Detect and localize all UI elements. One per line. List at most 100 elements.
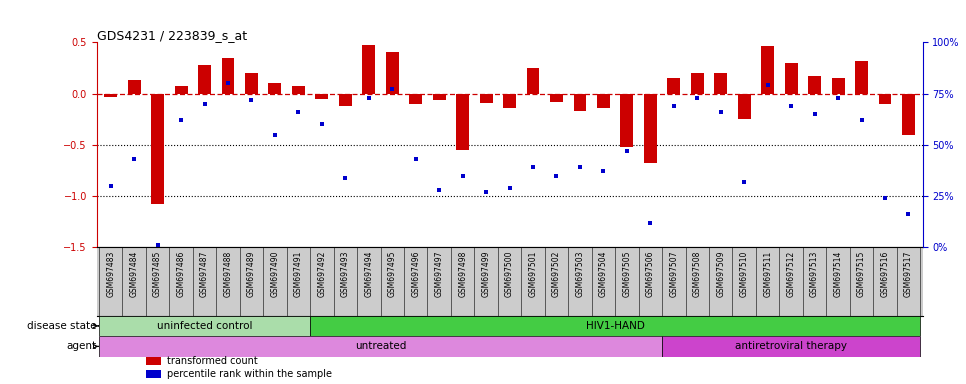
Text: agent: agent <box>66 341 97 351</box>
Text: GDS4231 / 223839_s_at: GDS4231 / 223839_s_at <box>97 29 246 42</box>
Point <box>549 172 564 179</box>
Point <box>690 94 705 101</box>
Bar <box>104 94 117 97</box>
Bar <box>550 94 563 102</box>
Point <box>268 131 283 137</box>
Bar <box>644 94 657 163</box>
Point <box>455 172 470 179</box>
Text: HIV1-HAND: HIV1-HAND <box>585 321 644 331</box>
Bar <box>832 78 844 94</box>
Point <box>713 109 728 115</box>
Text: GSM697503: GSM697503 <box>576 251 584 297</box>
Point <box>877 195 893 201</box>
Point <box>220 80 236 86</box>
Bar <box>146 370 161 377</box>
Text: untreated: untreated <box>355 341 406 351</box>
Point <box>807 111 822 117</box>
Text: GSM697501: GSM697501 <box>528 251 537 297</box>
Text: disease state: disease state <box>27 321 97 331</box>
Point <box>596 168 611 174</box>
Point <box>361 94 377 101</box>
Text: GSM697508: GSM697508 <box>693 251 701 297</box>
Point <box>127 156 142 162</box>
Point <box>150 242 165 248</box>
Bar <box>855 61 868 94</box>
Point <box>572 164 587 170</box>
Text: GSM697486: GSM697486 <box>177 251 185 297</box>
Text: GSM697493: GSM697493 <box>341 251 350 297</box>
Text: GSM697514: GSM697514 <box>834 251 842 297</box>
Text: GSM697499: GSM697499 <box>482 251 491 297</box>
Text: GSM697507: GSM697507 <box>669 251 678 297</box>
Point <box>314 121 329 127</box>
Bar <box>433 94 445 100</box>
Bar <box>456 94 469 150</box>
Bar <box>878 94 892 104</box>
Text: percentile rank within the sample: percentile rank within the sample <box>167 369 331 379</box>
Text: GSM697483: GSM697483 <box>106 251 115 297</box>
Text: GSM697509: GSM697509 <box>716 251 725 297</box>
Text: uninfected control: uninfected control <box>156 321 252 331</box>
Text: GSM697485: GSM697485 <box>153 251 162 297</box>
Bar <box>662 336 921 357</box>
Bar <box>316 94 328 99</box>
Bar <box>245 73 258 94</box>
Text: GSM697513: GSM697513 <box>810 251 819 297</box>
Point <box>667 103 682 109</box>
Bar <box>410 94 422 104</box>
Point <box>526 164 541 170</box>
Point <box>900 212 916 218</box>
Bar <box>668 78 680 94</box>
Point <box>760 82 776 88</box>
Point <box>831 94 846 101</box>
Bar <box>198 65 211 94</box>
Bar <box>761 46 774 94</box>
Bar <box>902 94 915 134</box>
Point <box>291 109 306 115</box>
Bar <box>620 94 634 147</box>
Bar <box>221 58 235 94</box>
Bar <box>99 316 310 336</box>
Bar <box>526 68 539 94</box>
Point <box>408 156 423 162</box>
Bar <box>597 94 610 108</box>
Text: GSM697506: GSM697506 <box>646 251 655 297</box>
Point <box>103 183 119 189</box>
Bar <box>714 73 727 94</box>
Bar <box>503 94 516 108</box>
Text: GSM697500: GSM697500 <box>505 251 514 297</box>
Bar <box>151 94 164 204</box>
Bar <box>784 63 798 94</box>
Point <box>736 179 752 185</box>
Text: GSM697502: GSM697502 <box>552 251 561 297</box>
Point <box>642 220 658 226</box>
Bar <box>292 86 305 94</box>
Bar <box>480 94 493 103</box>
Bar <box>175 86 187 94</box>
Text: GSM697491: GSM697491 <box>294 251 303 297</box>
Text: GSM697484: GSM697484 <box>129 251 139 297</box>
Point <box>243 97 259 103</box>
Bar <box>362 45 375 94</box>
Bar <box>99 336 662 357</box>
Text: antiretroviral therapy: antiretroviral therapy <box>735 341 847 351</box>
Bar <box>310 316 921 336</box>
Bar <box>738 94 751 119</box>
Bar <box>269 83 281 94</box>
Text: GSM697515: GSM697515 <box>857 251 867 297</box>
Point <box>502 185 518 191</box>
Point <box>619 148 635 154</box>
Bar <box>809 76 821 94</box>
Bar <box>146 357 161 365</box>
Text: GSM697512: GSM697512 <box>786 251 796 297</box>
Point <box>783 103 799 109</box>
Text: GSM697511: GSM697511 <box>763 251 772 297</box>
Text: GSM697492: GSM697492 <box>318 251 327 297</box>
Text: GSM697489: GSM697489 <box>247 251 256 297</box>
Bar <box>385 53 399 94</box>
Text: GSM697496: GSM697496 <box>412 251 420 297</box>
Bar <box>574 94 586 111</box>
Point <box>197 101 213 107</box>
Text: GSM697495: GSM697495 <box>387 251 397 297</box>
Text: GSM697516: GSM697516 <box>880 251 890 297</box>
